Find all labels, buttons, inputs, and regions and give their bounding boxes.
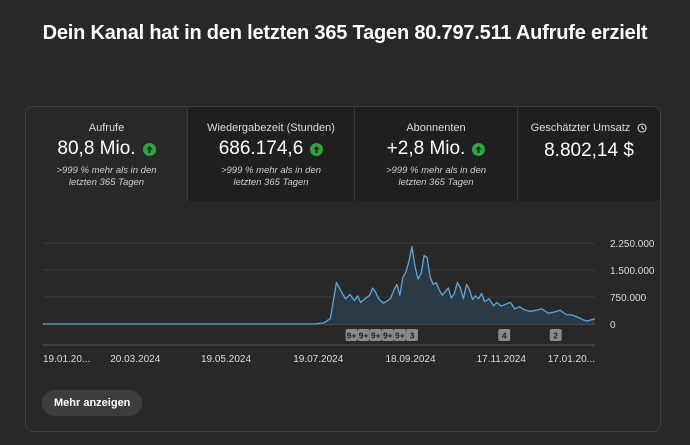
arrow-up-icon [142,142,156,156]
chart-marker-label: 9+ [371,331,381,341]
metric-label: Wiedergabezeit (Stunden) [207,122,335,134]
metric-tab-revenue[interactable]: Geschätzter Umsatz 8.802,14 $ [518,107,660,201]
metric-tab-views[interactable]: Aufrufe 80,8 Mio. >999 % mehr als in den… [26,107,188,201]
x-tick-label: 17.01.20... [548,354,595,365]
metric-value: 686.174,6 [218,138,304,159]
metric-note: >999 % mehr als in den letzten 365 Tagen [220,165,322,188]
x-tick-label: 19.07.2024 [293,354,343,365]
chart-marker [357,329,370,341]
series-area [43,246,595,324]
chart-marker-label: 9+ [347,331,357,341]
metric-note: >999 % mehr als in den letzten 365 Tagen [56,165,157,188]
metric-label: Aufrufe [88,122,125,134]
chart-marker [549,329,562,341]
chart-marker [381,329,394,341]
chart-marker [498,329,511,341]
x-tick-label: 19.01.20... [43,354,90,365]
y-tick-label: 750.000 [610,293,647,304]
x-tick-label: 19.05.2024 [201,354,251,365]
chart-marker [393,329,406,341]
y-tick-label: 1.500.000 [610,266,655,277]
chart-marker-label: 3 [410,331,415,341]
metric-note: >999 % mehr als in den letzten 365 Tagen [385,165,487,188]
y-tick-label: 0 [610,320,616,331]
metric-value: 80,8 Mio. [57,138,136,159]
chart-marker-label: 9+ [359,331,369,341]
series-line [43,245,596,325]
chart-marker [369,329,382,341]
chart-marker-label: 9+ [395,331,405,341]
analytics-card: Aufrufe 80,8 Mio. >999 % mehr als in den… [25,106,661,432]
x-tick-label: 18.09.2024 [385,354,435,365]
metric-tab-watchtime[interactable]: Wiedergabezeit (Stunden) 686.174,6 >999 … [188,107,355,201]
show-more-button[interactable]: Mehr anzeigen [42,390,143,416]
metric-value: 8.802,14 $ [544,140,634,161]
arrow-up-icon [472,142,486,156]
x-tick-label: 17.11.2024 [477,354,527,365]
chart-marker-label: 2 [553,331,558,341]
chart-marker-label: 9+ [383,331,393,341]
metric-label: Abonnenten [406,122,466,134]
y-tick-label: 2.250.000 [610,239,655,250]
metric-tab-subscribers[interactable]: Abonnenten +2,8 Mio. >999 % mehr als in … [355,107,518,201]
chart-marker [406,329,419,341]
clock-icon [637,123,647,137]
metric-value: +2,8 Mio. [386,138,466,159]
chart-marker-label: 4 [502,331,507,341]
metric-tabs: Aufrufe 80,8 Mio. >999 % mehr als in den… [26,107,660,201]
page-title: Dein Kanal hat in den letzten 365 Tagen … [42,22,648,44]
arrow-up-icon [310,142,324,156]
chart-marker [345,329,358,341]
metric-label: Geschätzter Umsatz [530,122,631,134]
x-tick-label: 20.03.2024 [110,354,160,365]
